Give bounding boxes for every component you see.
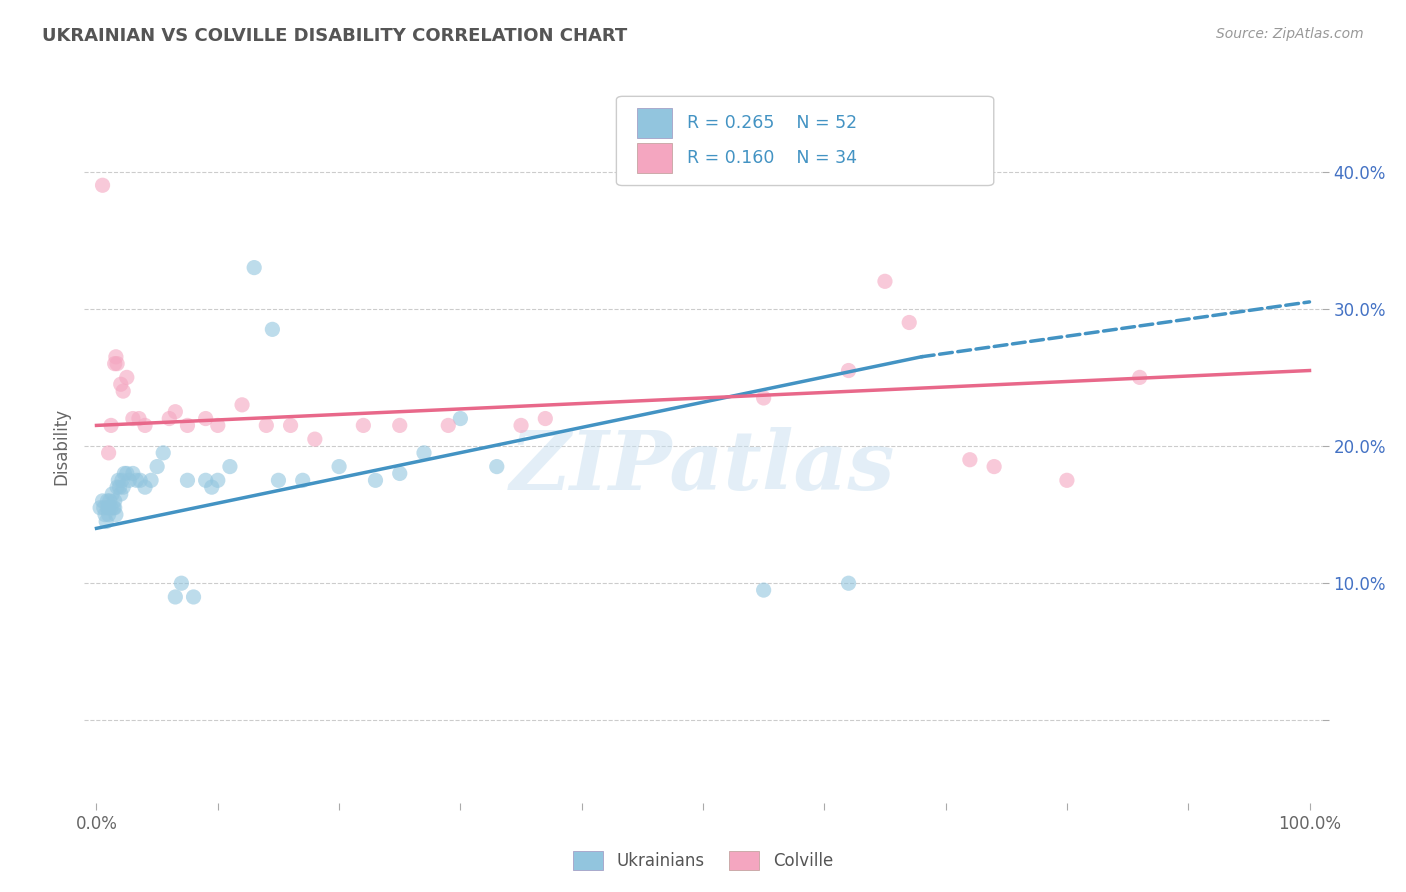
Point: [201, 480, 224, 494]
Point: [111, 473, 134, 487]
Point: [194, 411, 217, 425]
Point: [139, 473, 162, 487]
Point: [510, 418, 533, 433]
Point: [304, 432, 326, 446]
Point: [267, 473, 290, 487]
Point: [262, 322, 284, 336]
Point: [898, 316, 921, 330]
Point: [112, 384, 135, 398]
Point: [125, 473, 148, 487]
Point: [352, 418, 374, 433]
Point: [104, 494, 127, 508]
Point: [112, 480, 135, 494]
Point: [122, 467, 145, 481]
Point: [98, 494, 121, 508]
Point: [108, 480, 131, 494]
Point: [838, 576, 860, 591]
Text: Source: ZipAtlas.com: Source: ZipAtlas.com: [1216, 27, 1364, 41]
Point: [118, 473, 141, 487]
Point: [134, 480, 156, 494]
Point: [219, 459, 242, 474]
Point: [128, 411, 150, 425]
Point: [115, 467, 138, 481]
Point: [110, 487, 132, 501]
Point: [534, 411, 557, 425]
Point: [94, 508, 117, 522]
Point: [388, 418, 411, 433]
Point: [96, 500, 118, 515]
Legend: Ukrainians, Colville: Ukrainians, Colville: [567, 844, 839, 877]
Y-axis label: Disability: Disability: [52, 408, 70, 484]
Point: [146, 459, 169, 474]
Point: [104, 357, 127, 371]
Point: [152, 446, 174, 460]
Point: [91, 494, 114, 508]
Point: [1129, 370, 1152, 384]
Point: [103, 500, 125, 515]
Point: [231, 398, 253, 412]
Text: R = 0.265    N = 52: R = 0.265 N = 52: [688, 114, 858, 132]
Point: [107, 473, 129, 487]
Point: [752, 583, 775, 598]
Point: [176, 418, 198, 433]
Point: [838, 363, 860, 377]
Point: [112, 467, 135, 481]
Point: [176, 473, 198, 487]
Point: [364, 473, 387, 487]
Text: UKRAINIAN VS COLVILLE DISABILITY CORRELATION CHART: UKRAINIAN VS COLVILLE DISABILITY CORRELA…: [42, 27, 627, 45]
Point: [183, 590, 205, 604]
Point: [97, 500, 120, 515]
Point: [165, 590, 187, 604]
Point: [104, 500, 127, 515]
Point: [291, 473, 314, 487]
Point: [105, 357, 128, 371]
Point: [96, 494, 118, 508]
Point: [157, 411, 180, 425]
Point: [207, 473, 229, 487]
Text: ZIPatlas: ZIPatlas: [510, 427, 896, 508]
Text: R = 0.160    N = 34: R = 0.160 N = 34: [688, 150, 856, 168]
Point: [280, 418, 302, 433]
Point: [243, 260, 266, 275]
Point: [105, 480, 128, 494]
Point: [328, 459, 350, 474]
Point: [207, 418, 229, 433]
Point: [89, 500, 111, 515]
Point: [194, 473, 217, 487]
Point: [254, 418, 277, 433]
Point: [413, 446, 436, 460]
Point: [96, 515, 118, 529]
Point: [129, 473, 152, 487]
Point: [115, 370, 138, 384]
Point: [983, 459, 1005, 474]
Point: [170, 576, 193, 591]
Point: [449, 411, 471, 425]
Point: [388, 467, 411, 481]
Point: [104, 350, 127, 364]
Point: [100, 500, 122, 515]
Point: [93, 500, 115, 515]
Point: [110, 377, 132, 392]
Point: [100, 418, 122, 433]
Point: [1056, 473, 1078, 487]
Point: [104, 508, 127, 522]
Point: [97, 508, 120, 522]
FancyBboxPatch shape: [637, 144, 672, 173]
Point: [485, 459, 508, 474]
Point: [91, 178, 114, 193]
Point: [165, 405, 187, 419]
FancyBboxPatch shape: [616, 96, 994, 186]
Point: [97, 446, 120, 460]
FancyBboxPatch shape: [637, 108, 672, 137]
Point: [134, 418, 156, 433]
Point: [437, 418, 460, 433]
Point: [122, 411, 145, 425]
Point: [873, 274, 896, 288]
Point: [752, 391, 775, 405]
Point: [101, 487, 124, 501]
Point: [959, 452, 981, 467]
